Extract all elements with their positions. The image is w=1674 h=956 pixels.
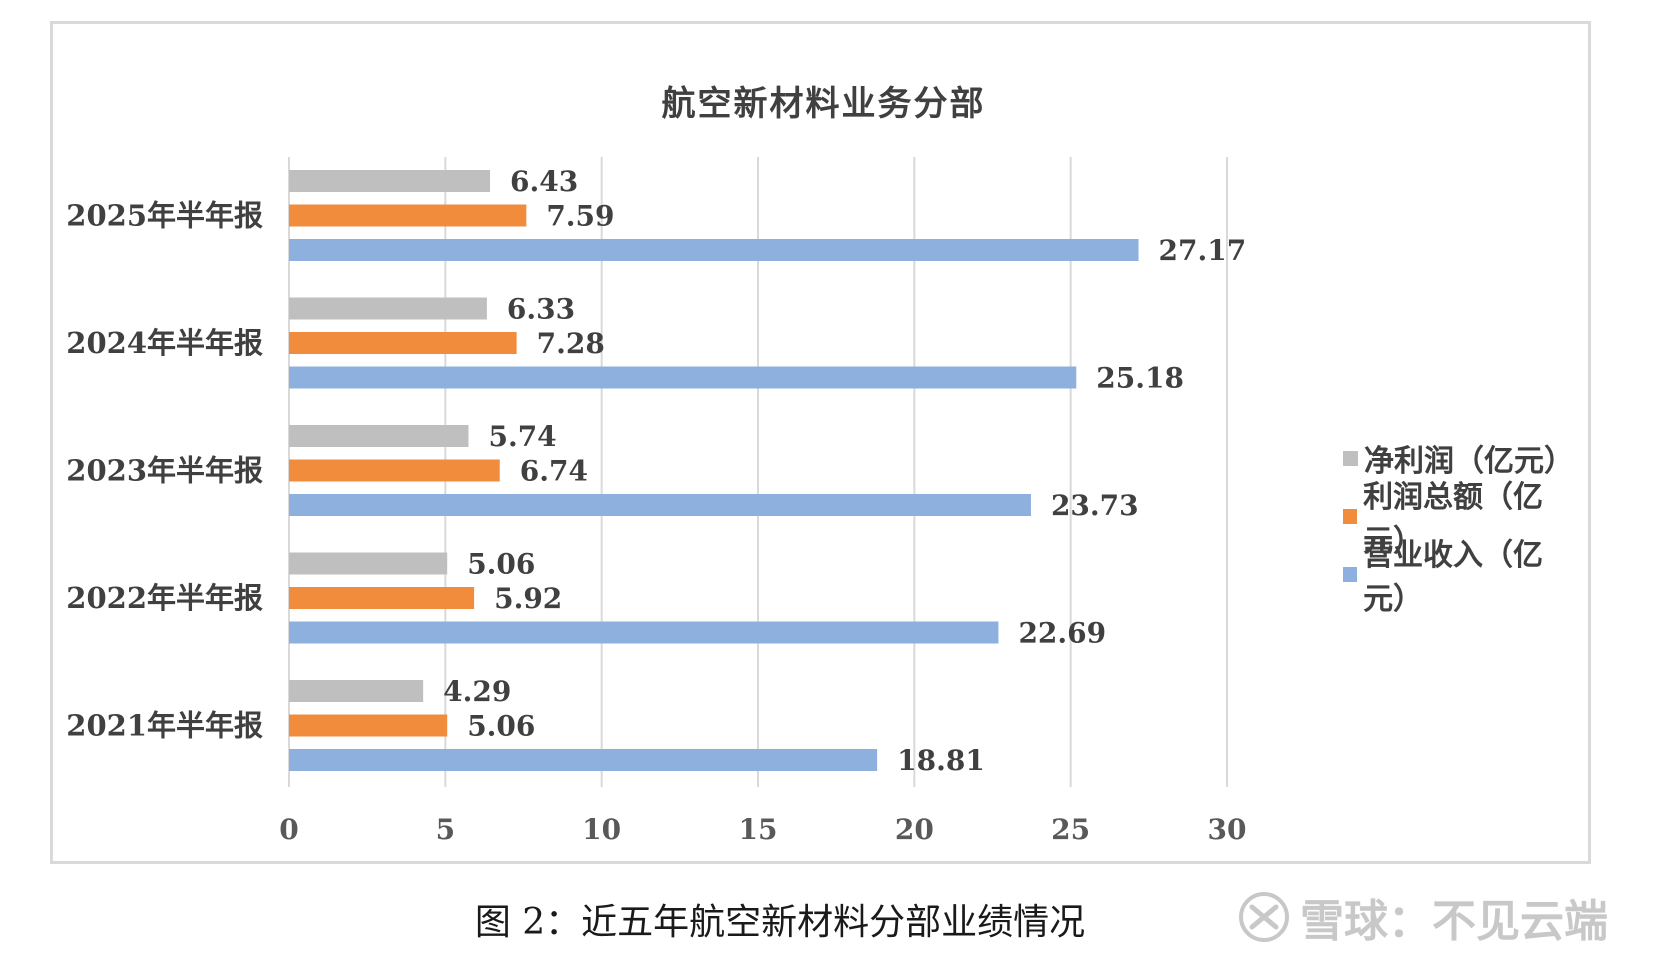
snowball-logo-icon bbox=[1239, 892, 1289, 942]
bar bbox=[289, 587, 475, 609]
x-tick-label: 5 bbox=[436, 813, 455, 846]
bar bbox=[289, 749, 878, 771]
data-label: 23.73 bbox=[1051, 489, 1139, 522]
bar bbox=[289, 204, 527, 227]
watermark: 雪球：不见云端 bbox=[1238, 885, 1608, 949]
legend-label: 利润总额（亿元） bbox=[1363, 480, 1544, 559]
data-label: 5.74 bbox=[488, 420, 556, 453]
data-label: 25.18 bbox=[1096, 362, 1184, 395]
bar bbox=[289, 239, 1139, 261]
chart-title: 航空新材料业务分部 bbox=[661, 84, 986, 124]
bar bbox=[289, 366, 1077, 389]
data-label: 5.06 bbox=[467, 710, 535, 743]
y-category-label: 2021年半年报 bbox=[66, 709, 263, 743]
y-category-label: 2022年半年报 bbox=[66, 581, 263, 615]
chart-frame: 航空新材料业务分部 0 5 10 15 20 25 30 2025年半年报 6.43 7.59 27… bbox=[50, 21, 1591, 864]
chart-plot: 0 5 10 15 20 25 30 2025年半年报 6.437.59 27.17 2024年半年… bbox=[66, 157, 1247, 846]
x-tick-label: 15 bbox=[739, 813, 778, 846]
bar bbox=[289, 425, 469, 447]
x-tick-label: 30 bbox=[1208, 813, 1247, 846]
watermark-text: 雪球：不见云端 bbox=[1300, 896, 1608, 947]
bar bbox=[289, 494, 1031, 516]
legend-label: 净利润（亿元） bbox=[1364, 444, 1574, 479]
data-label: 6.33 bbox=[507, 293, 575, 326]
legend: 净利润（亿元） 利润总额（亿元） 营业收入（亿元） bbox=[1343, 429, 1588, 617]
data-label: 4.29 bbox=[443, 675, 511, 708]
figure-caption: 图 2：近五年航空新材料分部业绩情况 bbox=[474, 902, 1086, 943]
x-tick-label: 0 bbox=[279, 813, 298, 846]
data-label: 22.69 bbox=[1018, 617, 1106, 650]
x-tick-label: 10 bbox=[582, 813, 621, 846]
legend-label: 营业收入（亿元） bbox=[1363, 538, 1544, 617]
legend-item: 净利润（亿元） bbox=[1343, 429, 1588, 487]
bar bbox=[289, 621, 999, 644]
data-label: 7.59 bbox=[546, 200, 614, 233]
bar bbox=[289, 297, 487, 320]
legend-swatch bbox=[1343, 450, 1358, 466]
legend-swatch bbox=[1343, 508, 1358, 524]
y-category-label: 2023年半年报 bbox=[66, 454, 263, 488]
data-label: 18.81 bbox=[897, 744, 985, 777]
bar bbox=[289, 332, 517, 354]
data-label: 6.74 bbox=[520, 455, 588, 488]
bar bbox=[289, 714, 448, 737]
data-label: 7.28 bbox=[537, 327, 605, 360]
bar bbox=[289, 170, 491, 192]
data-label: 27.17 bbox=[1159, 234, 1247, 267]
legend-item: 营业收入（亿元） bbox=[1343, 538, 1588, 617]
legend-item: 利润总额（亿元） bbox=[1343, 480, 1588, 559]
x-tick-label: 20 bbox=[895, 813, 934, 846]
bar bbox=[289, 680, 424, 702]
y-category-label: 2024年半年报 bbox=[66, 326, 263, 360]
data-label: 6.43 bbox=[510, 165, 578, 198]
bar bbox=[289, 552, 448, 575]
data-label: 5.06 bbox=[467, 548, 535, 581]
data-label: 5.92 bbox=[494, 582, 562, 615]
legend-swatch bbox=[1343, 566, 1358, 582]
x-tick-label: 25 bbox=[1051, 813, 1090, 846]
y-category-label: 2025年半年报 bbox=[66, 199, 263, 233]
bar bbox=[289, 459, 500, 482]
